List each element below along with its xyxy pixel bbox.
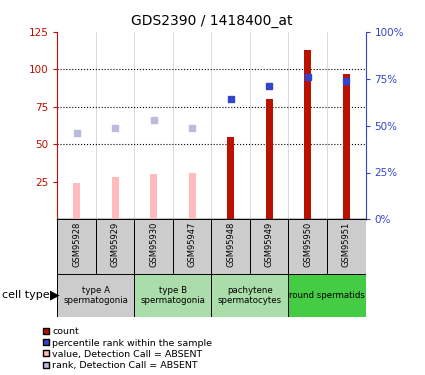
Text: ▶: ▶: [50, 289, 60, 302]
Text: GSM95930: GSM95930: [149, 222, 158, 267]
Bar: [134, 219, 173, 274]
Bar: [57, 219, 96, 274]
Bar: [73, 183, 80, 219]
Bar: [211, 219, 250, 274]
Text: GSM95951: GSM95951: [342, 222, 351, 267]
Bar: [112, 177, 119, 219]
Text: GSM95947: GSM95947: [188, 222, 197, 267]
Bar: [343, 74, 350, 219]
Text: GSM95948: GSM95948: [226, 222, 235, 267]
Text: type A
spermatogonia: type A spermatogonia: [63, 286, 128, 305]
Bar: [211, 274, 289, 317]
Legend: count, percentile rank within the sample, value, Detection Call = ABSENT, rank, : count, percentile rank within the sample…: [43, 327, 213, 370]
Bar: [173, 219, 211, 274]
Text: GSM95949: GSM95949: [265, 222, 274, 267]
Title: GDS2390 / 1418400_at: GDS2390 / 1418400_at: [131, 14, 292, 28]
Text: pachytene
spermatocytes: pachytene spermatocytes: [218, 286, 282, 305]
Bar: [289, 219, 327, 274]
Bar: [250, 219, 289, 274]
Bar: [57, 274, 134, 317]
Bar: [227, 137, 234, 219]
Bar: [189, 173, 196, 219]
Text: GSM95929: GSM95929: [110, 222, 120, 267]
Text: GSM95950: GSM95950: [303, 222, 312, 267]
Text: round spermatids: round spermatids: [289, 291, 365, 300]
Bar: [96, 219, 134, 274]
Text: GSM95928: GSM95928: [72, 222, 81, 267]
Text: type B
spermatogonia: type B spermatogonia: [141, 286, 205, 305]
Bar: [304, 50, 311, 219]
Bar: [327, 219, 366, 274]
Bar: [134, 274, 211, 317]
Bar: [150, 174, 157, 219]
Text: cell type: cell type: [2, 290, 50, 300]
Bar: [289, 274, 366, 317]
Bar: [266, 99, 273, 219]
